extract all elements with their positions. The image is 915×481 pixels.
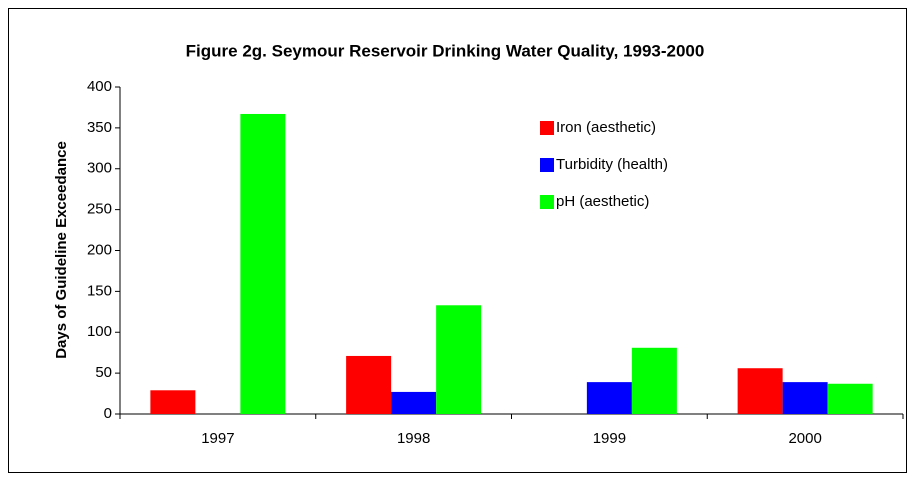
legend-label: pH (aesthetic) [556, 193, 649, 210]
legend-swatch [540, 195, 554, 209]
bar [346, 355, 392, 414]
chart-title: Figure 2g. Seymour Reservoir Drinking Wa… [186, 41, 705, 60]
y-tick-label: 150 [87, 282, 112, 299]
legend-label: Iron (aesthetic) [556, 119, 656, 136]
legend-swatch [540, 158, 554, 172]
legend-label: Turbidity (health) [556, 156, 668, 173]
legend-swatch [540, 121, 554, 135]
x-tick-label: 2000 [788, 430, 821, 447]
y-tick-label: 200 [87, 241, 112, 258]
bar [391, 391, 437, 414]
bar [436, 305, 482, 414]
x-tick-label: 1999 [593, 430, 626, 447]
bar [631, 347, 677, 414]
y-tick-label: 50 [95, 364, 112, 381]
y-tick-label: 400 [87, 78, 112, 95]
x-tick-label: 1998 [397, 430, 430, 447]
bar [240, 113, 286, 414]
y-tick-label: 350 [87, 119, 112, 136]
x-tick-label: 1997 [201, 430, 234, 447]
y-tick-label: 300 [87, 160, 112, 177]
bar [586, 382, 632, 414]
y-axis-label: Days of Guideline Exceedance [53, 141, 70, 359]
y-tick-label: 250 [87, 201, 112, 218]
y-tick-label: 0 [104, 405, 112, 422]
y-tick-label: 100 [87, 323, 112, 340]
bar [737, 368, 783, 414]
bar [150, 390, 196, 414]
bar [782, 382, 828, 414]
bar [827, 383, 873, 414]
